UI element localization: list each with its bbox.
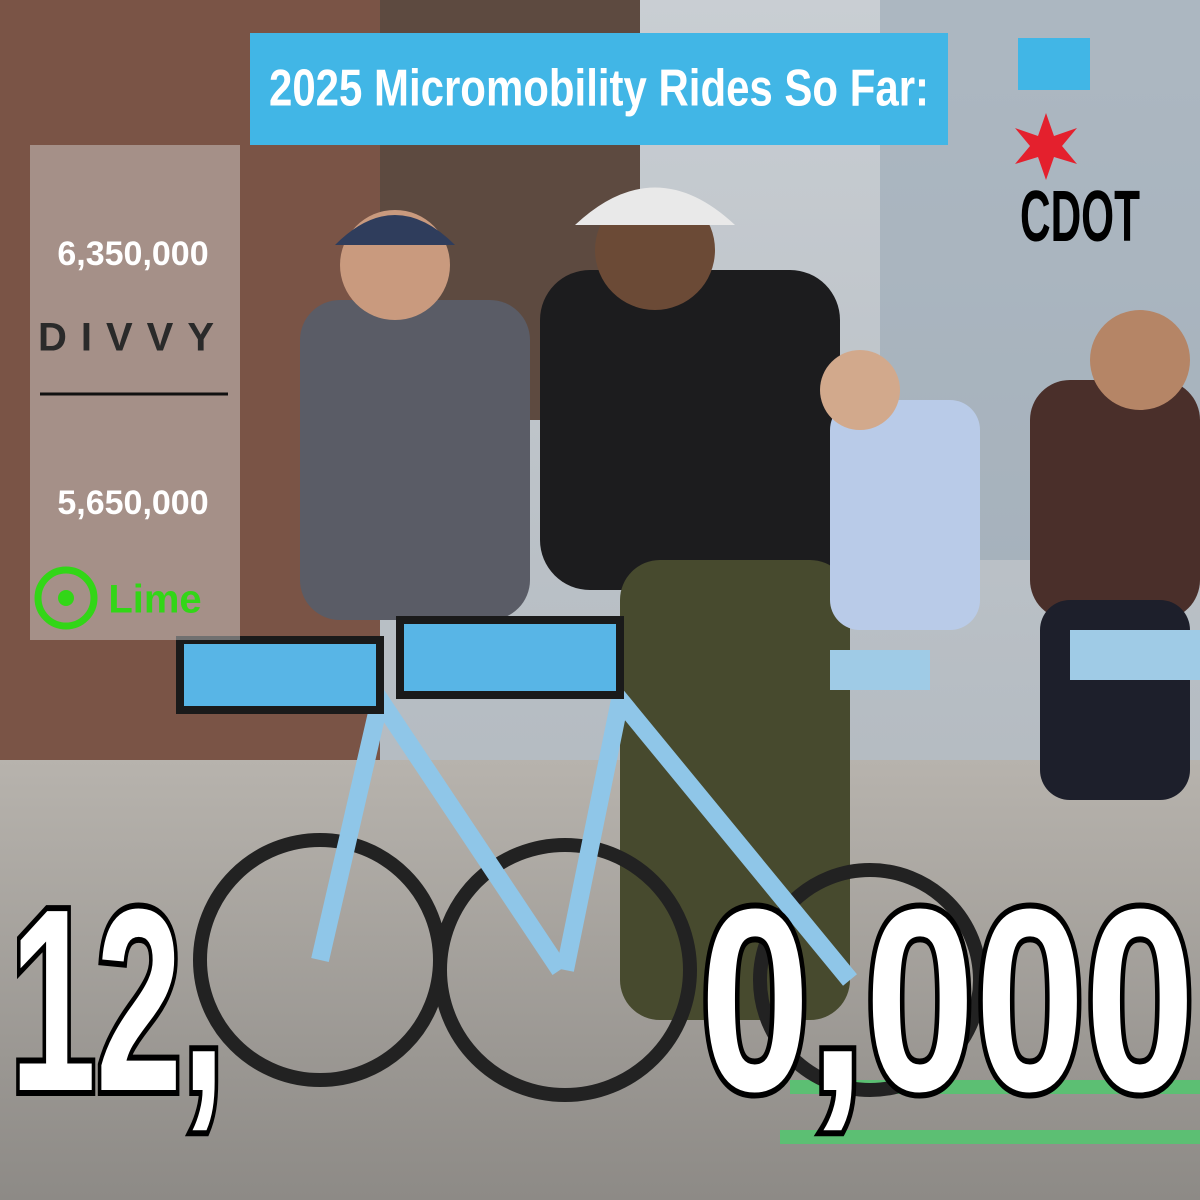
total-left: 12, xyxy=(10,856,225,1146)
flag-star xyxy=(1015,113,1077,180)
provider-name: Lime xyxy=(108,578,201,622)
flag-stripe xyxy=(1018,38,1090,90)
bike-lane xyxy=(780,1130,1200,1144)
provider-rides: 5,650,000 xyxy=(57,484,208,522)
lime-icon xyxy=(34,566,98,630)
provider-rides: 6,350,000 xyxy=(57,235,208,273)
bikes xyxy=(176,616,1200,1102)
lime-icon xyxy=(58,590,74,606)
title: 2025 Micromobility Rides So Far: xyxy=(269,60,929,118)
logo-text: CDOT xyxy=(1020,177,1140,257)
title-banner xyxy=(250,33,948,145)
provider-name: DIVVY xyxy=(38,316,228,360)
total-right: 0,000 xyxy=(700,856,1195,1146)
